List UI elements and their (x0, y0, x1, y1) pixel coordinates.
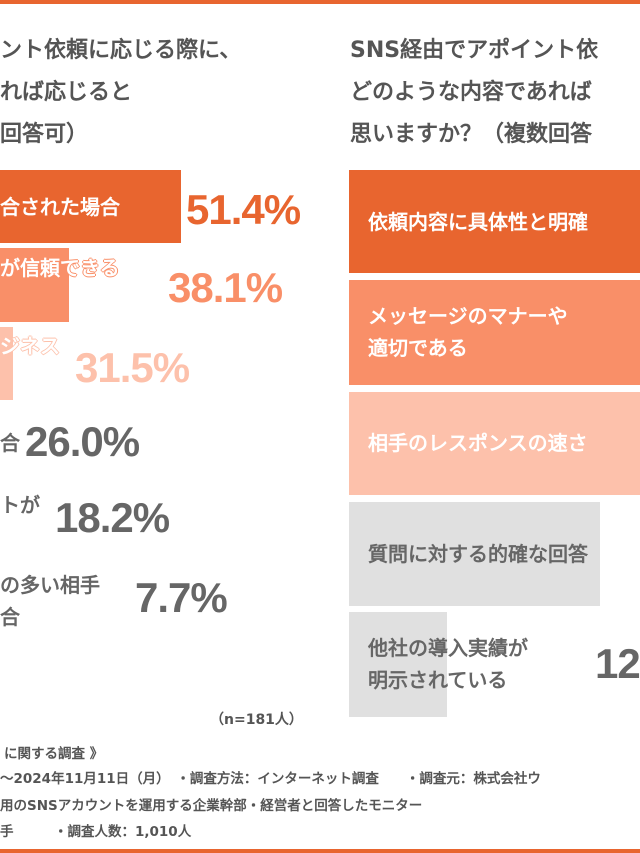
bar-label-5: 他社の導入実績が 明示されている (368, 632, 528, 696)
footer-line: に関する調査 》 (4, 746, 104, 762)
title-line: 思いますか？（複数回答 (350, 122, 593, 147)
value-label-1: 51.4% (186, 186, 301, 233)
bar-label-5: トが (0, 493, 40, 517)
bar-label-line: の多い相手 (0, 573, 100, 597)
right-title: SNS経由でアポイント依 どのような内容であれば 思いますか？（複数回答 (350, 30, 598, 156)
bar-label-line: 他社の導入実績が (368, 636, 528, 660)
title-line: SNS経由でアポイント依 (350, 38, 599, 63)
footer-line: 〜2024年11月11日（月） ・調査方法：インターネット調査 ・調査元：株式会… (0, 771, 541, 787)
value-label-3: 31.5% (75, 344, 190, 391)
value-label-2: 38.1% (168, 264, 283, 311)
value-label-4: 26.0% (25, 418, 140, 465)
title-line: ント依頼に応じる際に、 (0, 38, 242, 63)
title-line: どのような内容であれば (350, 80, 592, 105)
bar-label-3: ジネス (0, 334, 60, 358)
bar-1 (349, 170, 640, 273)
bar-3 (0, 327, 13, 400)
top-border (0, 0, 640, 4)
bar-label-line: メッセージのマナーや (368, 304, 568, 328)
footer-line: 手 ・調査人数：1,010人 (0, 824, 192, 840)
value-label-6: 7.7% (135, 574, 228, 621)
bar-label-1: 依頼内容に具体性と明確 (368, 210, 588, 234)
sample-size-note: （n=181人） (210, 712, 303, 728)
bar-2 (0, 248, 69, 322)
bar-1 (0, 170, 181, 243)
bar-label-4: 質問に対する的確な回答 (368, 542, 588, 566)
bar-label-4: 合 (0, 431, 20, 455)
bar-2 (349, 280, 640, 385)
bar-label-2: が信頼できる (0, 256, 120, 280)
bar-label-line: 適切である (368, 336, 468, 360)
bar-label-line: 合 (0, 605, 20, 629)
bar-3 (349, 392, 640, 495)
bar-4 (349, 502, 600, 606)
bar-label-3: 相手のレスポンスの速さ (368, 431, 588, 455)
bar-label-1: 合された場合 (0, 195, 120, 219)
title-line: 回答可） (0, 122, 89, 147)
value-label-5: 12. (595, 640, 640, 687)
bar-label-2: メッセージのマナーや 適切である (368, 300, 568, 364)
title-line: れば応じると (0, 80, 133, 105)
bottom-border (0, 849, 640, 853)
left-title: ント依頼に応じる際に、 れば応じると 回答可） (0, 30, 241, 156)
bar-label-6: の多い相手 合 (0, 569, 100, 633)
value-label-5: 18.2% (55, 494, 170, 541)
footer-line: 用のSNSアカウントを運用する企業幹部・経営者と回答したモニター (0, 798, 423, 814)
bar-5 (349, 612, 447, 717)
bar-label-line: 明示されている (368, 668, 508, 692)
